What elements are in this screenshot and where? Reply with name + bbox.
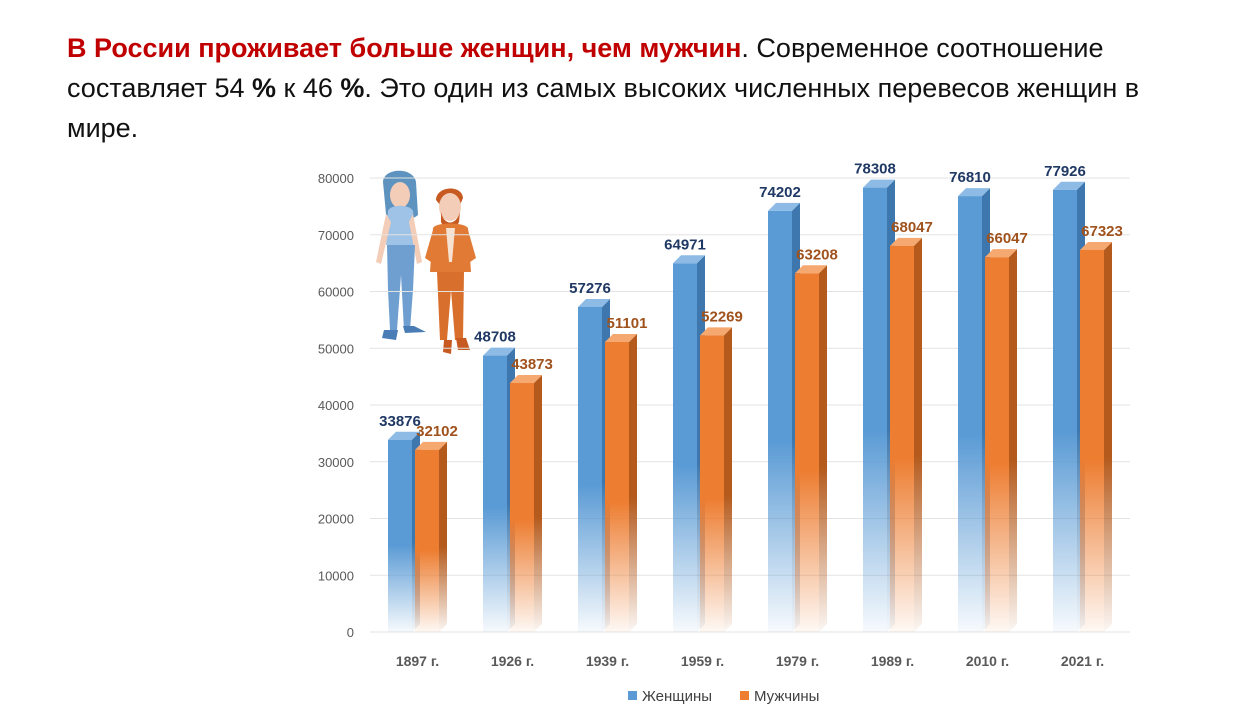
x-category-label: 1939 г.: [586, 653, 629, 669]
bar-top: [1080, 241, 1112, 250]
data-label-women: 77926: [1044, 163, 1086, 180]
y-tick-label: 40000: [318, 398, 354, 413]
x-category-label: 1989 г.: [871, 653, 914, 669]
bar-men: [700, 335, 724, 632]
bar-women: [483, 355, 507, 632]
bar-top: [578, 298, 610, 307]
bar-side: [1104, 241, 1112, 633]
bar-men: [415, 449, 439, 632]
y-tick-label: 0: [347, 625, 354, 640]
bar-top: [673, 255, 705, 264]
data-label-women: 76810: [949, 169, 991, 186]
data-label-men: 63208: [796, 246, 838, 263]
y-tick-label: 60000: [318, 285, 354, 300]
bar-top: [1053, 181, 1085, 190]
bar-men: [890, 245, 914, 632]
x-category-label: 1926 г.: [491, 653, 534, 669]
headline-part3: . Это один из самых высоких численных пе…: [67, 73, 1140, 143]
bar-men: [795, 273, 819, 632]
bar-top: [388, 431, 420, 440]
bar-side: [534, 375, 542, 632]
bar-women: [673, 263, 697, 632]
bar-women: [1053, 189, 1077, 632]
bar-top: [510, 375, 542, 384]
bar-top: [605, 334, 637, 343]
y-tick-label: 20000: [318, 512, 354, 527]
x-category-label: 1979 г.: [776, 653, 819, 669]
x-category-label: 1959 г.: [681, 653, 724, 669]
headline-part2: к 46: [276, 73, 341, 103]
bar-top: [985, 249, 1017, 258]
y-tick-label: 30000: [318, 455, 354, 470]
legend-label-men: Мужчины: [754, 688, 819, 705]
bar-men: [985, 257, 1009, 632]
bar-top: [795, 265, 827, 274]
data-label-men: 68047: [891, 219, 933, 236]
y-tick-label: 70000: [318, 228, 354, 243]
bar-men: [605, 342, 629, 632]
data-label-women: 57276: [569, 280, 611, 297]
bar-men: [510, 383, 534, 632]
headline-percent-women: %: [252, 73, 277, 103]
legend-label-women: Женщины: [642, 688, 712, 705]
data-label-men: 51101: [607, 315, 648, 332]
bar-side: [629, 334, 637, 632]
bar-top: [890, 237, 922, 246]
data-label-women: 48708: [474, 329, 516, 346]
data-label-women: 74202: [759, 184, 801, 201]
headline-percent-men: %: [340, 73, 365, 103]
bar-top: [415, 441, 447, 450]
data-label-men: 43873: [511, 356, 553, 373]
data-label-women: 33876: [379, 413, 421, 430]
headline-accent: В России проживает больше женщин, чем му…: [67, 33, 742, 63]
x-category-label: 1897 г.: [396, 653, 439, 669]
x-category-label: 2010 г.: [966, 653, 1009, 669]
bar-men: [1080, 249, 1104, 633]
data-label-men: 66047: [986, 230, 1028, 247]
bar-women: [863, 187, 887, 632]
data-label-men: 32102: [416, 423, 458, 440]
bar-side: [439, 441, 447, 632]
y-tick-label: 50000: [318, 341, 354, 356]
y-tick-label: 10000: [318, 568, 354, 583]
data-label-women: 64971: [664, 236, 706, 253]
bar-women: [958, 196, 982, 632]
bar-top: [700, 327, 732, 336]
bar-side: [819, 265, 827, 632]
data-label-men: 52269: [701, 308, 743, 325]
y-tick-label: 80000: [318, 171, 354, 186]
bar-top: [768, 202, 800, 211]
legend-swatch-men: [740, 691, 749, 700]
bar-women: [768, 210, 792, 632]
headline: В России проживает больше женщин, чем му…: [67, 28, 1207, 148]
bar-side: [914, 237, 922, 632]
bar-women: [578, 306, 602, 632]
data-label-men: 67323: [1081, 223, 1123, 240]
bar-side: [1009, 249, 1017, 632]
bar-side: [724, 327, 732, 632]
people-illustration: [376, 170, 476, 354]
headline-part1: . Современное соотношение составляет 54: [67, 33, 1104, 103]
bar-top: [863, 179, 895, 188]
bar-women: [388, 439, 412, 632]
data-label-women: 78308: [854, 161, 896, 178]
legend-swatch-women: [628, 691, 637, 700]
bar-top: [958, 188, 990, 197]
man-figure-icon: [425, 188, 476, 354]
x-category-label: 2021 г.: [1061, 653, 1104, 669]
woman-figure-icon: [376, 170, 426, 340]
bar-top: [483, 347, 515, 356]
